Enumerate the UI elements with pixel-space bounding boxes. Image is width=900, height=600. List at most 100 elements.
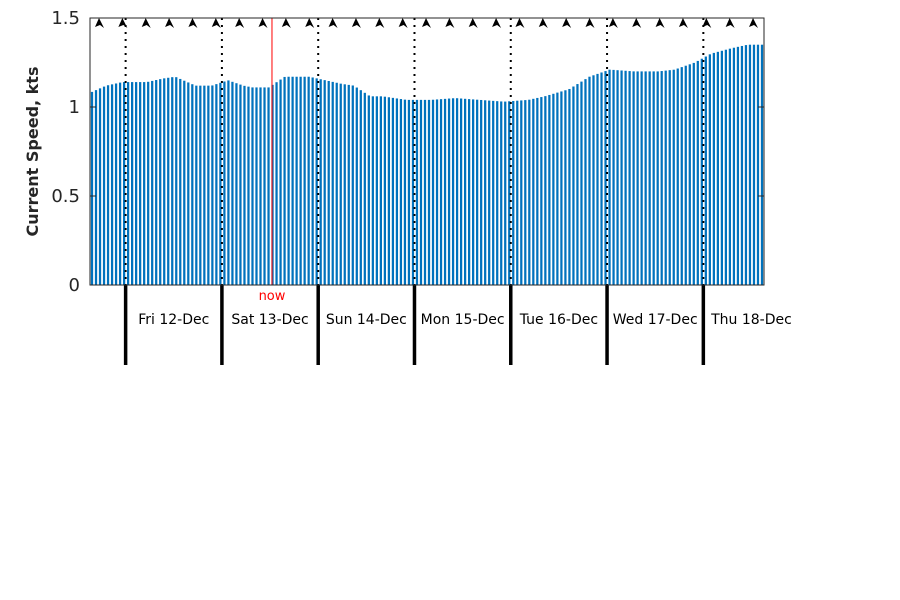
speed-bar — [708, 54, 711, 285]
speed-bar — [692, 62, 695, 286]
speed-bar — [447, 98, 451, 285]
speed-bar — [131, 82, 134, 285]
speed-bar — [604, 71, 607, 285]
speed-bar — [640, 71, 643, 286]
speed-bar — [219, 82, 222, 285]
up-arrowhead-icon — [678, 18, 688, 28]
speed-bar — [588, 76, 591, 285]
up-arrowhead-icon — [188, 18, 198, 28]
day-label: Thu 18-Dec — [710, 312, 792, 328]
speed-bar — [532, 98, 535, 285]
speed-bar — [359, 90, 362, 286]
speed-bar — [275, 82, 278, 286]
speed-bar — [299, 76, 302, 286]
speed-bar — [195, 85, 198, 285]
speed-bar — [660, 71, 663, 285]
up-arrowhead-icon — [445, 18, 455, 28]
speed-bar — [524, 100, 527, 285]
day-boundaries — [123, 18, 706, 365]
speed-bar — [303, 76, 306, 286]
up-arrowhead-icon — [328, 18, 338, 28]
speed-bar — [231, 81, 234, 285]
up-arrowhead-icon — [632, 18, 642, 28]
speed-bar — [375, 96, 378, 285]
speed-bar — [139, 82, 142, 285]
speed-bar — [520, 100, 523, 285]
speed-bar — [568, 88, 571, 285]
up-arrowhead-icon — [515, 18, 525, 28]
speed-bar — [179, 78, 182, 285]
speed-bar — [283, 76, 286, 285]
up-arrowhead-icon — [725, 18, 735, 28]
y-tick-label: 1.5 — [51, 8, 80, 29]
up-arrowhead-icon — [538, 18, 548, 28]
day-labels: Fri 12-Dec Sat 13-Dec Sun 14-Dec Mon 15-Dec… — [138, 312, 792, 328]
speed-bar — [411, 99, 415, 285]
speed-bar — [455, 98, 459, 285]
speed-bar — [110, 84, 114, 285]
speed-bar — [688, 64, 691, 285]
speed-bar — [171, 77, 174, 286]
up-arrowhead-icon — [165, 18, 175, 28]
speed-bar — [347, 84, 350, 285]
up-arrowhead-icon — [655, 18, 665, 28]
speed-bar — [211, 85, 214, 285]
speed-bar — [696, 60, 699, 285]
day-label: Mon 15-Dec — [421, 312, 505, 328]
speed-bar — [596, 73, 599, 285]
speed-bar — [243, 85, 246, 285]
up-arrowhead-icon — [118, 18, 128, 28]
speed-bar — [508, 101, 511, 285]
speed-bar — [391, 97, 395, 286]
speed-bar — [215, 84, 218, 285]
speed-bar — [399, 99, 403, 285]
day-label: Wed 17-Dec — [613, 312, 698, 328]
speed-bar — [740, 45, 744, 285]
speed-bar — [616, 70, 619, 285]
speed-bar — [395, 98, 399, 285]
speed-bar — [307, 76, 310, 286]
speed-bar — [612, 69, 615, 286]
up-arrowhead-icon — [211, 18, 221, 28]
speed-bar — [207, 85, 210, 285]
speed-bar — [536, 97, 539, 285]
speed-bar — [468, 99, 471, 285]
speed-bar — [648, 71, 651, 286]
speed-bar — [102, 86, 106, 285]
speed-bar — [403, 99, 407, 285]
speed-bar — [644, 71, 647, 286]
up-arrowhead-icon — [258, 18, 268, 28]
speed-bar — [203, 85, 206, 285]
y-axis-label: Current Speed, kts — [23, 67, 42, 237]
day-label: Fri 12-Dec — [138, 312, 209, 328]
up-arrowhead-icon — [562, 18, 572, 28]
speed-bar — [544, 96, 547, 285]
speed-bar — [223, 81, 226, 285]
speed-bar — [620, 70, 623, 286]
speed-bar — [476, 99, 479, 285]
speed-bar — [315, 78, 318, 286]
up-arrowhead-icon — [281, 18, 291, 28]
y-tick-label: 0 — [69, 275, 80, 296]
speed-bar — [379, 96, 382, 285]
speed-bar — [167, 77, 170, 286]
speed-bar — [712, 52, 715, 285]
speed-bar — [427, 99, 431, 285]
speed-bar — [439, 99, 443, 286]
up-arrowhead-icon — [235, 18, 245, 28]
speed-bar — [496, 101, 499, 285]
speed-bar — [556, 92, 559, 285]
speed-bar — [114, 83, 118, 285]
speed-bar — [90, 91, 94, 285]
speed-bar — [126, 82, 130, 285]
speed-bar — [516, 100, 519, 285]
now-marker: now — [259, 18, 286, 304]
up-arrowhead-icon — [375, 18, 385, 28]
speed-bar — [271, 84, 274, 285]
speed-bar — [480, 99, 483, 285]
speed-bars — [90, 44, 764, 286]
speed-bar — [94, 90, 98, 286]
speed-bar — [716, 51, 719, 286]
speed-bar — [600, 72, 603, 285]
speed-bar — [684, 65, 687, 286]
